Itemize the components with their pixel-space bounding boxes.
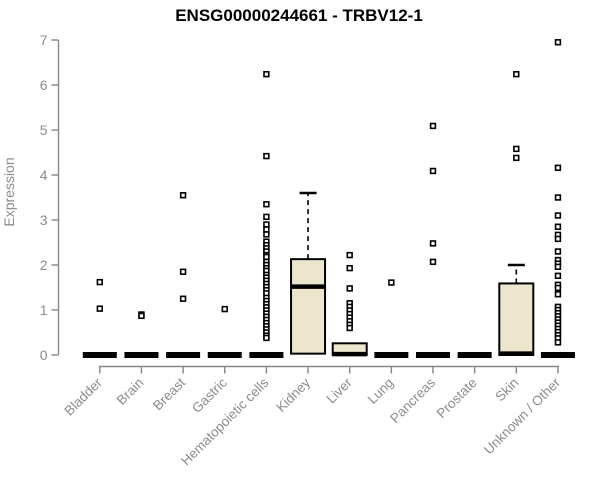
boxplot-kidney <box>290 191 327 355</box>
outlier-point <box>554 223 562 230</box>
y-tick-label: 4 <box>40 167 48 183</box>
box <box>498 282 535 357</box>
x-tick-label-brain: Brain <box>114 375 147 408</box>
outlier-point <box>346 264 353 272</box>
box <box>290 258 327 355</box>
outlier-point <box>346 285 353 292</box>
outlier-point <box>346 251 353 259</box>
outlier-point <box>513 71 520 78</box>
outlier-point <box>96 278 104 286</box>
boxplot-unknown-other <box>540 39 575 358</box>
x-tick-label-lung: Lung <box>365 375 397 407</box>
outlier-point <box>346 324 353 332</box>
outlier-point <box>138 312 145 320</box>
outlier-point <box>263 221 270 228</box>
boxplot-skin <box>498 71 535 357</box>
x-tick-label-liver: Liver <box>324 375 356 407</box>
boxplot-prostate <box>457 352 492 358</box>
x-tick-label-prostate: Prostate <box>434 375 480 421</box>
y-axis: 0 1 2 3 4 5 6 7 <box>40 32 60 363</box>
y-tick-label: 5 <box>40 122 48 138</box>
outlier-point <box>179 268 187 275</box>
collapsed-box <box>82 352 117 358</box>
y-axis-label: Expression <box>1 157 17 226</box>
collapsed-box <box>540 352 575 358</box>
x-tick-label-kidney: Kidney <box>273 375 313 415</box>
y-tick-label: 1 <box>40 302 48 318</box>
boxplot-lung <box>374 279 409 358</box>
y-tick-label: 0 <box>40 347 48 363</box>
y-tick-label: 3 <box>40 212 48 228</box>
collapsed-box <box>207 352 242 358</box>
outlier-point <box>179 192 187 199</box>
outlier-point <box>429 240 437 247</box>
outlier-point <box>429 258 437 266</box>
collapsed-box <box>457 352 492 358</box>
outlier-point <box>554 212 562 219</box>
outlier-point <box>554 39 562 46</box>
outlier-point <box>263 253 270 261</box>
outlier-point <box>388 279 395 286</box>
boxplot-breast <box>166 192 201 358</box>
boxplot-liver <box>331 251 368 357</box>
outlier-point <box>263 226 270 233</box>
outlier-point <box>96 305 104 312</box>
collapsed-box <box>249 352 284 358</box>
outlier-point <box>554 291 562 298</box>
boxplot-bladder <box>82 278 117 358</box>
y-tick-label: 6 <box>40 77 48 93</box>
y-tick-label: 2 <box>40 257 48 273</box>
y-tick-label: 7 <box>40 32 48 48</box>
outlier-point <box>513 145 520 153</box>
x-tick-label-skin: Skin <box>492 375 521 404</box>
outlier-point <box>554 263 562 270</box>
boxplot-brain <box>124 311 159 358</box>
outlier-point <box>554 164 562 171</box>
x-tick-label-bladder: Bladder <box>61 375 105 419</box>
outlier-point <box>263 213 270 221</box>
outlier-point <box>179 295 187 302</box>
outlier-point <box>513 154 520 162</box>
outlier-point <box>263 231 270 238</box>
outlier-point <box>554 339 562 346</box>
collapsed-box <box>166 352 201 358</box>
outlier-point <box>554 194 562 201</box>
boxplot-gastric <box>207 305 242 358</box>
collapsed-box <box>124 352 159 358</box>
outlier-point <box>554 248 562 255</box>
outlier-point <box>263 71 270 78</box>
outlier-point <box>554 284 562 292</box>
collapsed-box <box>416 352 450 358</box>
outlier-point <box>554 235 562 243</box>
boxplot-hematopoietic-cells <box>249 71 284 358</box>
collapsed-box <box>374 352 409 358</box>
x-tick-label-breast: Breast <box>150 375 188 413</box>
x-tick-label-unknown-other: Unknown / Other <box>481 375 564 458</box>
chart-title: ENSG00000244661 - TRBV12-1 <box>175 6 423 25</box>
x-tick-label-pancreas: Pancreas <box>387 375 438 426</box>
outlier-point <box>221 305 228 313</box>
outlier-point <box>429 122 437 130</box>
outlier-point <box>263 152 270 160</box>
boxplot-pancreas <box>416 122 450 358</box>
x-tick-label-gastric: Gastric <box>189 375 230 416</box>
outlier-point <box>554 272 562 279</box>
outlier-point <box>263 201 270 208</box>
outlier-point <box>429 167 437 175</box>
outlier-point <box>263 334 270 342</box>
